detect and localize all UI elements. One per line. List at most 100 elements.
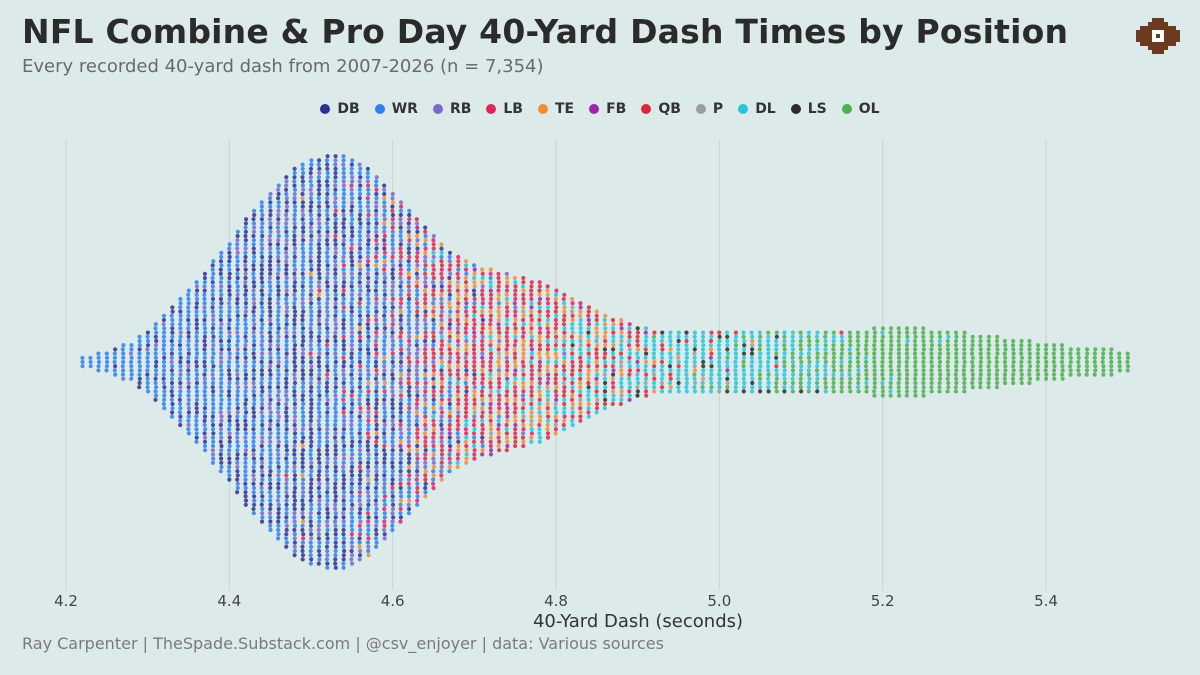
dot-wr [366, 456, 371, 461]
dot-lb [545, 301, 551, 306]
dot-qb [611, 330, 616, 335]
dot-wr [153, 393, 159, 398]
dot-ol [1052, 347, 1057, 352]
dot-db [292, 166, 297, 171]
dot-lb [382, 519, 387, 524]
dot-wr [284, 296, 289, 302]
dot-wr [423, 242, 428, 247]
dot-dl [619, 376, 624, 381]
dot-wr [366, 548, 371, 554]
dot-wr [325, 540, 330, 545]
dot-lb [463, 414, 468, 419]
dot-lb [382, 443, 387, 449]
dot-rb [259, 485, 264, 491]
dot-ol [880, 376, 886, 381]
dot-wr [390, 355, 395, 360]
dot-ol [848, 334, 853, 339]
dot-db [268, 313, 273, 318]
dot-rb [333, 196, 338, 201]
dot-lb [561, 343, 567, 348]
dot-lb [423, 330, 428, 335]
dot-db [300, 191, 305, 197]
dot-ol [782, 334, 787, 339]
dot-rb [513, 305, 518, 310]
dot-db [447, 275, 452, 281]
dot-db [292, 460, 297, 465]
dot-ol [831, 330, 836, 335]
dot-wr [105, 359, 110, 365]
dot-db [390, 212, 395, 218]
dot-rb [414, 296, 419, 302]
dot-wr [267, 292, 272, 297]
dot-ol [970, 359, 975, 365]
dot-wr [308, 456, 314, 461]
dot-db [349, 259, 355, 264]
dot-db [243, 502, 248, 507]
dot-ol [921, 351, 926, 356]
dot-qb [554, 305, 559, 310]
dot-wr [390, 456, 395, 461]
dot-wr [349, 515, 355, 520]
dot-db [398, 317, 403, 323]
dot-rb [562, 351, 567, 356]
dot-wr [186, 326, 191, 331]
dot-dl [488, 334, 493, 339]
dot-ol [946, 380, 951, 386]
dot-ol [1059, 347, 1065, 352]
dot-rb [325, 397, 330, 402]
dot-dl [627, 326, 632, 331]
dot-lb [578, 418, 583, 423]
dot-ol [913, 364, 918, 369]
dot-rb [374, 204, 379, 209]
dot-fb [513, 422, 518, 428]
dot-wr [317, 540, 322, 545]
dot-db [235, 313, 240, 318]
dot-rb [325, 233, 330, 239]
dot-db [365, 485, 370, 491]
dot-wr [317, 519, 322, 524]
dot-dl [619, 397, 624, 402]
dot-qb [578, 376, 583, 381]
dot-rb [373, 313, 379, 318]
dot-wr [358, 427, 363, 432]
dot-db [218, 259, 224, 264]
dot-lb [431, 263, 436, 268]
dot-lb [406, 481, 411, 486]
dot-dl [717, 351, 722, 356]
dot-db [407, 393, 412, 398]
dot-db [316, 229, 321, 234]
dot-db [456, 439, 461, 444]
dot-ls [725, 347, 730, 352]
dot-te [505, 301, 510, 306]
dot-ol [1109, 347, 1114, 352]
dot-ol [807, 338, 812, 344]
dot-db [390, 502, 396, 507]
dot-wr [366, 309, 371, 314]
dot-rb [390, 389, 395, 394]
dot-te [594, 380, 599, 386]
dot-dl [790, 347, 796, 352]
dot-qb [602, 401, 608, 407]
dot-lb [545, 343, 551, 348]
dot-wr [202, 422, 207, 428]
dot-db [464, 389, 469, 394]
dot-qb [627, 355, 632, 360]
dot-db [308, 359, 314, 365]
dot-lb [431, 364, 436, 369]
dot-wr [211, 271, 216, 276]
dot-rb [350, 175, 355, 180]
dot-dl [709, 359, 714, 365]
dot-wr [325, 439, 330, 444]
dot-lb [643, 389, 649, 394]
dot-lb [488, 343, 493, 348]
dot-wr [170, 414, 175, 419]
dot-db [194, 301, 199, 306]
dot-te [382, 259, 387, 264]
dot-rb [423, 259, 428, 264]
dot-wr [235, 359, 240, 365]
dot-wr [162, 351, 167, 356]
dot-wr [382, 464, 387, 470]
dot-lb [570, 301, 575, 306]
dot-qb [570, 351, 575, 356]
dot-db [472, 292, 477, 297]
